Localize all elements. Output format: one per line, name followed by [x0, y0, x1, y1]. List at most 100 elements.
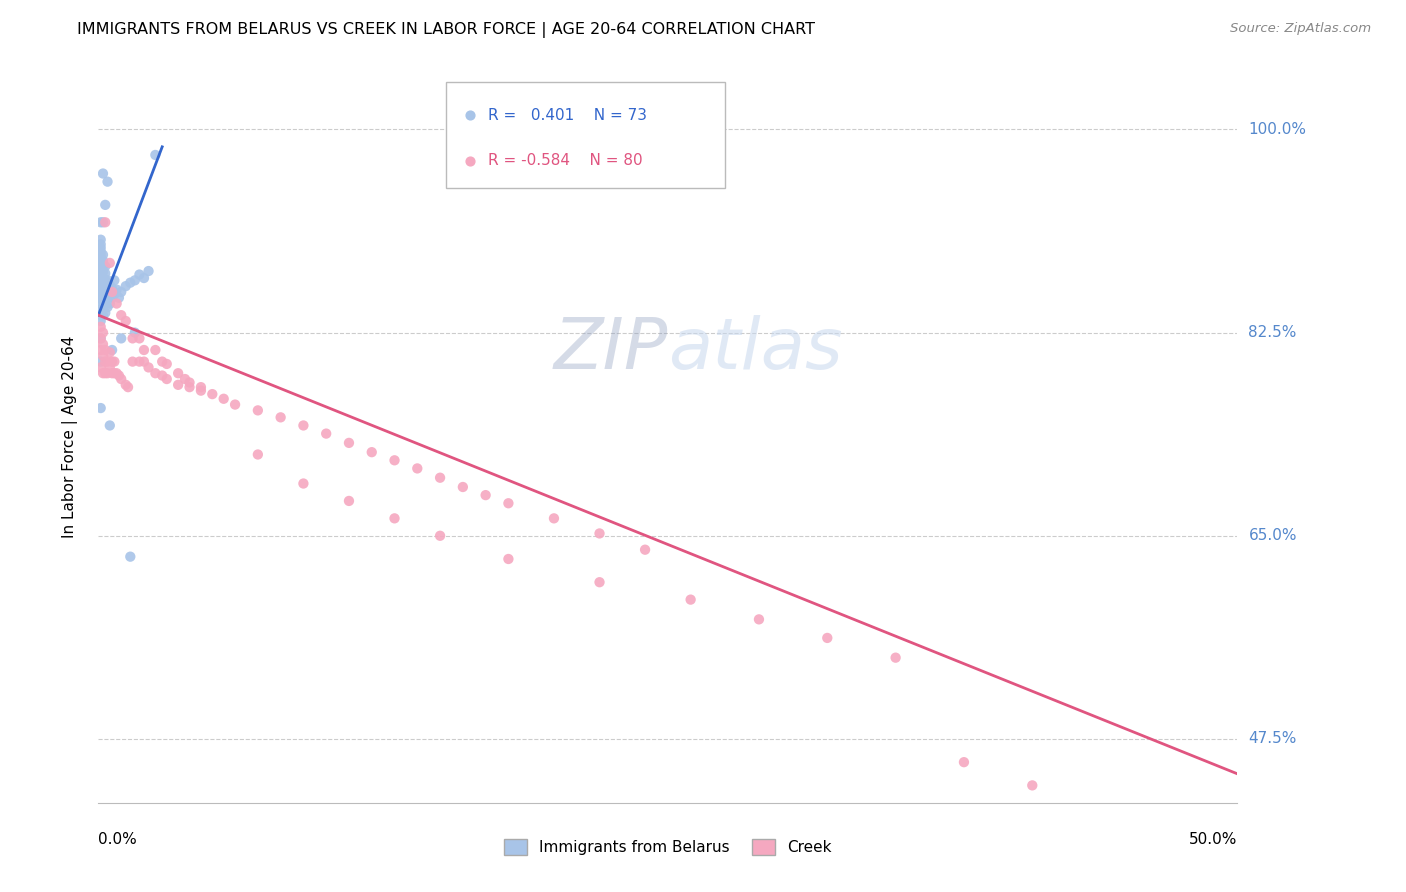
Text: 0.0%: 0.0%: [98, 832, 138, 847]
Point: [451, 480, 474, 494]
Point: [110, 331, 132, 345]
Point: [94, 343, 117, 357]
Point: [101, 354, 124, 368]
Point: [94, 215, 117, 229]
Point: [429, 471, 451, 485]
Point: [94, 281, 117, 295]
Point: [90, 269, 112, 284]
Point: [90, 279, 112, 293]
Point: [91, 271, 114, 285]
Point: [90, 281, 112, 295]
Point: [103, 366, 125, 380]
Point: [167, 366, 190, 380]
Point: [94, 354, 117, 368]
Point: [90, 285, 112, 299]
Point: [110, 285, 132, 299]
Point: [105, 296, 128, 310]
Point: [748, 612, 770, 626]
Point: [953, 755, 976, 769]
Point: [101, 291, 124, 305]
Point: [114, 279, 136, 293]
Point: [190, 380, 212, 394]
Point: [90, 319, 112, 334]
Point: [246, 448, 269, 462]
Point: [292, 476, 315, 491]
Point: [132, 271, 155, 285]
Point: [94, 296, 117, 310]
Point: [337, 436, 360, 450]
Point: [156, 357, 179, 371]
Point: [90, 360, 112, 375]
Point: [815, 631, 838, 645]
Y-axis label: In Labor Force | Age 20-64: In Labor Force | Age 20-64: [62, 336, 77, 538]
Point: [145, 366, 167, 380]
Point: [384, 453, 406, 467]
Text: R = -0.584    N = 80: R = -0.584 N = 80: [488, 153, 643, 168]
Point: [91, 215, 114, 229]
Point: [96, 273, 118, 287]
Point: [634, 542, 657, 557]
Point: [167, 377, 190, 392]
Text: ZIP: ZIP: [554, 315, 668, 384]
Point: [120, 549, 142, 564]
Point: [110, 308, 132, 322]
Point: [94, 266, 117, 280]
Point: [98, 345, 121, 359]
Point: [830, 264, 852, 278]
Point: [98, 418, 121, 433]
Point: [212, 392, 235, 406]
Point: [429, 529, 451, 543]
Point: [270, 410, 292, 425]
Point: [105, 283, 128, 297]
Point: [98, 360, 121, 375]
Point: [90, 302, 112, 317]
Point: [114, 377, 136, 392]
Point: [145, 148, 167, 162]
Point: [128, 268, 150, 282]
Point: [138, 264, 160, 278]
Point: [90, 296, 112, 310]
Point: [90, 268, 112, 282]
Point: [90, 260, 112, 275]
Point: [179, 376, 201, 390]
Point: [132, 343, 155, 357]
Point: [96, 300, 118, 314]
Text: Source: ZipAtlas.com: Source: ZipAtlas.com: [1230, 22, 1371, 36]
Point: [384, 511, 406, 525]
Text: IMMIGRANTS FROM BELARUS VS CREEK IN LABOR FORCE | AGE 20-64 CORRELATION CHART: IMMIGRANTS FROM BELARUS VS CREEK IN LABO…: [77, 22, 815, 38]
Point: [90, 241, 112, 255]
Point: [91, 294, 114, 309]
Point: [96, 354, 118, 368]
Point: [96, 366, 118, 380]
Text: R =   0.401    N = 73: R = 0.401 N = 73: [488, 108, 647, 123]
Point: [90, 331, 112, 345]
Point: [91, 326, 114, 340]
Point: [91, 285, 114, 299]
Point: [94, 260, 117, 274]
Point: [90, 291, 112, 305]
Legend: Immigrants from Belarus, Creek: Immigrants from Belarus, Creek: [498, 833, 838, 861]
Point: [91, 265, 114, 279]
Point: [406, 461, 429, 475]
Point: [90, 258, 112, 272]
Point: [679, 592, 702, 607]
Point: [124, 273, 146, 287]
Point: [588, 526, 610, 541]
Point: [90, 233, 112, 247]
Point: [337, 494, 360, 508]
Point: [91, 248, 114, 262]
Point: [246, 403, 269, 417]
Point: [90, 287, 112, 301]
Point: [150, 368, 173, 383]
Point: [94, 366, 117, 380]
Point: [101, 281, 124, 295]
Text: 65.0%: 65.0%: [1249, 528, 1296, 543]
Point: [90, 401, 112, 415]
Point: [121, 354, 143, 368]
Point: [498, 496, 520, 510]
Point: [120, 276, 142, 290]
Point: [91, 308, 114, 322]
Point: [103, 354, 125, 368]
Point: [103, 287, 125, 301]
Point: [128, 331, 150, 345]
